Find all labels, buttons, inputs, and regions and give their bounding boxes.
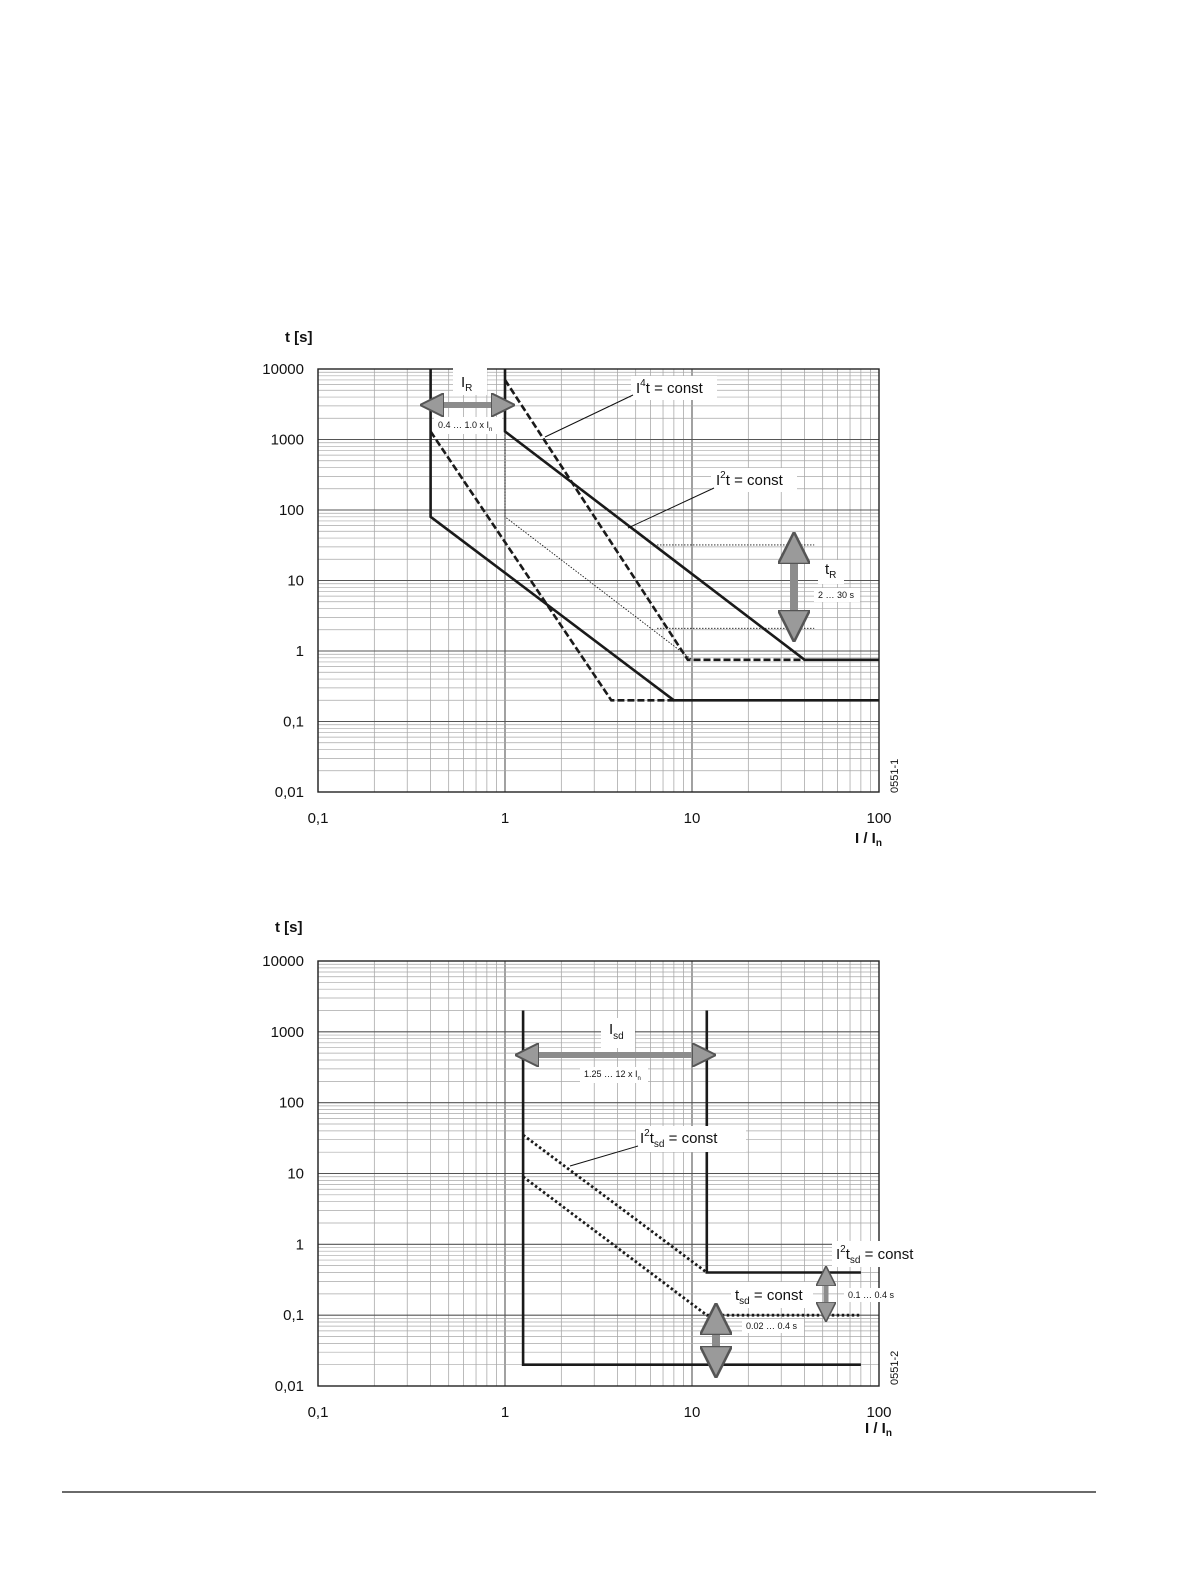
x-tick-label: 10 (684, 810, 701, 827)
x-tick-label: 0,1 (308, 1404, 329, 1421)
i2tsd-label: I2tsd = const (640, 1128, 718, 1150)
i4t-label-bg (631, 376, 717, 400)
y-tick-label: 10000 (262, 953, 304, 970)
tr-range-label: 2 … 30 s (818, 590, 855, 600)
i2t-label: I2t = const (716, 470, 784, 489)
chart1-x-axis-title: I / In (855, 830, 882, 849)
series-line (504, 431, 693, 661)
y-tick-label: 0,01 (275, 784, 304, 801)
range-b-bg (742, 1319, 804, 1333)
y-tick-label: 100 (279, 502, 304, 519)
chart2-y-axis-title: t [s] (275, 919, 303, 936)
i4t-label: I4t = const (636, 378, 704, 397)
y-tick-label: 0,1 (283, 714, 304, 731)
plot-frame (317, 960, 880, 1387)
y-tick-label: 1 (296, 643, 304, 660)
y-tick-label: 1000 (271, 432, 304, 449)
range-a-label: 0.1 … 0.4 s (848, 1290, 895, 1300)
x-tick-label: 100 (866, 1404, 891, 1421)
y-tick-label: 10000 (262, 361, 304, 378)
isd-range-label: 1.25 … 12 x In (584, 1069, 641, 1082)
series-line (429, 430, 674, 702)
x-tick-label: 100 (866, 810, 891, 827)
series-line (503, 379, 805, 662)
y-tick-label: 10 (287, 1166, 304, 1183)
i2tsd-leader-line (569, 1145, 639, 1167)
series-line (522, 1133, 708, 1274)
chart2-x-tick-labels: 0,1 1 10 100 (308, 1404, 892, 1421)
x-tick-label: 0,1 (308, 810, 329, 827)
tsd-label: tsd = const (735, 1287, 804, 1307)
y-tick-label: 100 (279, 1095, 304, 1112)
chart1-x-tick-labels: 0,1 1 10 100 (308, 810, 892, 827)
ir-range-label: 0.4 … 1.0 x In (438, 420, 492, 433)
i2tsd2-label-bg (832, 1241, 926, 1267)
plot-frame (317, 368, 880, 793)
tr-range-bg (814, 588, 860, 602)
x-tick-label: 10 (684, 1404, 701, 1421)
series-line (521, 1010, 861, 1366)
i2t-leader-line (627, 487, 715, 529)
x-tick-label: 1 (501, 810, 509, 827)
chart2-grid (317, 960, 880, 1387)
ir-label: IR (461, 374, 472, 394)
series-line (705, 1010, 861, 1274)
isd-range-bg (580, 1067, 648, 1083)
chart1-figure-code: 0551-1 (889, 759, 901, 793)
i2t-label-bg (711, 468, 797, 492)
range-b-label: 0.02 … 0.4 s (746, 1321, 798, 1331)
isd-label: Isd (609, 1021, 624, 1042)
tr-label-bg (818, 560, 844, 584)
y-tick-label: 1 (296, 1236, 304, 1253)
ir-label-bg (453, 367, 487, 395)
y-tick-label: 0,01 (275, 1378, 304, 1395)
x-tick-label: 1 (501, 1404, 509, 1421)
chart1-y-tick-labels: 10000 1000 100 10 1 0,1 0,01 (262, 361, 304, 801)
tsd-label-bg (731, 1282, 813, 1308)
range-a-bg (844, 1288, 902, 1302)
series-line (429, 369, 879, 702)
y-tick-label: 1000 (271, 1024, 304, 1041)
y-tick-label: 0,1 (283, 1307, 304, 1324)
ir-range-bg (434, 417, 502, 434)
chart2-figure-code: 0551-2 (889, 1351, 901, 1385)
chart2-x-axis-title: I / In (865, 1420, 892, 1439)
chart1-y-axis-title: t [s] (285, 329, 313, 346)
tr-label: tR (825, 561, 836, 581)
i2tsd-label-bg (636, 1126, 746, 1152)
i2tsd2-label: I2tsd = const (836, 1244, 914, 1266)
y-tick-label: 10 (287, 573, 304, 590)
chart2-y-tick-labels: 10000 1000 100 10 1 0,1 0,01 (262, 953, 304, 1395)
i4t-leader-line (544, 394, 634, 438)
